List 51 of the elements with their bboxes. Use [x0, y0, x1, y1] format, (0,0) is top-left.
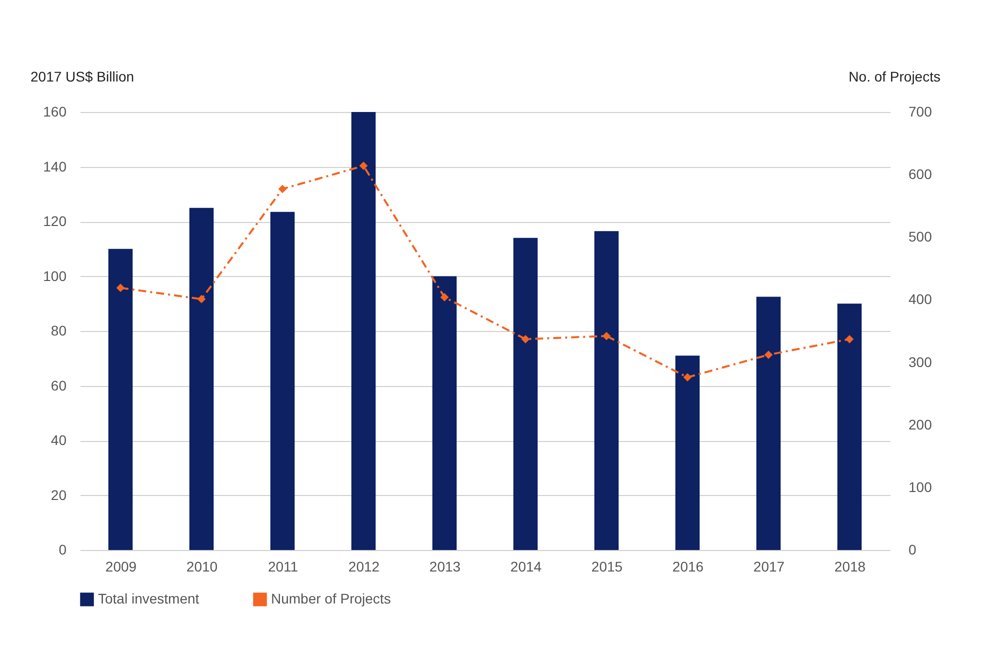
x-tick-label: 2012: [348, 558, 380, 574]
point: [683, 373, 692, 382]
y-tick-label: 40: [50, 432, 67, 448]
point: [845, 334, 854, 344]
point: [764, 350, 773, 359]
x-tick-label: 2009: [105, 558, 137, 574]
point: [359, 162, 368, 170]
point: [278, 184, 287, 194]
bar: [513, 238, 538, 550]
y2-tick-label: 400: [908, 291, 932, 308]
y-tick-label: 80: [50, 322, 67, 338]
bar: [594, 231, 619, 550]
y-axis-title: 2017 US$ Billion: [30, 68, 134, 84]
y2-axis-title: No. of Projects: [848, 68, 940, 84]
x-tick-label: 2011: [268, 558, 298, 574]
bar: [270, 212, 295, 550]
bar: [756, 296, 781, 550]
point: [602, 332, 611, 340]
y2-tick-label: 0: [908, 542, 916, 558]
y2-tick-label: 600: [908, 166, 932, 182]
y2-tick-label: 500: [908, 228, 932, 245]
legend-label: Total investment: [98, 590, 200, 606]
y-tick-label: 100: [43, 268, 67, 284]
y2-tick-label: 700: [908, 104, 932, 120]
y2-tick-label: 100: [908, 478, 932, 495]
y2-tick-label: 300: [908, 354, 932, 370]
bar: [675, 356, 700, 550]
bar: [351, 112, 376, 550]
bar: [189, 208, 214, 550]
point: [197, 294, 206, 304]
y2-tick-label: 200: [908, 416, 932, 432]
x-tick-label: 2017: [753, 558, 785, 574]
y-tick-label: 0: [58, 542, 67, 558]
legend-label: Number of Projects: [271, 590, 391, 606]
bar: [837, 304, 862, 550]
point: [116, 284, 125, 292]
point: [440, 293, 449, 302]
y-tick-label: 60: [50, 377, 67, 394]
y-tick-label: 20: [50, 486, 67, 503]
y-tick-label: 140: [43, 158, 67, 174]
y-tick-label: 120: [43, 213, 67, 229]
y-tick-label: 160: [43, 104, 67, 120]
bar: [432, 276, 457, 550]
x-tick-label: 2014: [510, 558, 542, 574]
x-tick-label: 2010: [186, 558, 218, 574]
x-tick-label: 2018: [834, 558, 866, 574]
point: [521, 334, 530, 344]
x-tick-label: 2015: [591, 558, 623, 574]
x-tick-label: 2016: [672, 558, 704, 574]
x-tick-label: 2013: [429, 558, 461, 574]
bar: [108, 248, 133, 550]
